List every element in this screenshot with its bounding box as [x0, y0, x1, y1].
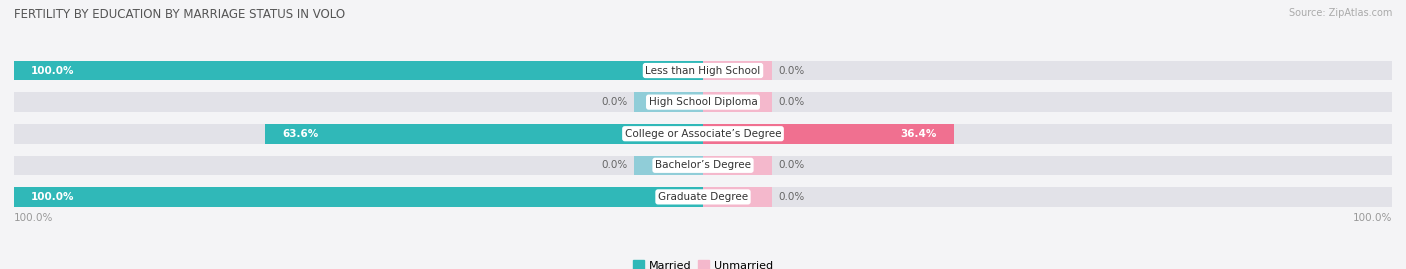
- Bar: [14, 124, 1392, 143]
- Bar: [14, 187, 703, 207]
- Bar: [14, 187, 1392, 207]
- Text: Bachelor’s Degree: Bachelor’s Degree: [655, 160, 751, 170]
- Text: FERTILITY BY EDUCATION BY MARRIAGE STATUS IN VOLO: FERTILITY BY EDUCATION BY MARRIAGE STATU…: [14, 8, 346, 21]
- Bar: [634, 155, 703, 175]
- Bar: [14, 61, 703, 80]
- Text: College or Associate’s Degree: College or Associate’s Degree: [624, 129, 782, 139]
- Text: Graduate Degree: Graduate Degree: [658, 192, 748, 202]
- Bar: [703, 187, 772, 207]
- Text: Less than High School: Less than High School: [645, 66, 761, 76]
- Text: 0.0%: 0.0%: [779, 192, 806, 202]
- Text: High School Diploma: High School Diploma: [648, 97, 758, 107]
- Text: Source: ZipAtlas.com: Source: ZipAtlas.com: [1288, 8, 1392, 18]
- Bar: [264, 124, 703, 143]
- Bar: [703, 155, 772, 175]
- Text: 100.0%: 100.0%: [1353, 213, 1392, 223]
- Text: 100.0%: 100.0%: [31, 66, 75, 76]
- Text: 36.4%: 36.4%: [900, 129, 936, 139]
- Text: 0.0%: 0.0%: [779, 66, 806, 76]
- Bar: [703, 124, 953, 143]
- Bar: [14, 92, 1392, 112]
- Text: 0.0%: 0.0%: [779, 160, 806, 170]
- Bar: [703, 92, 772, 112]
- Bar: [634, 92, 703, 112]
- Text: 0.0%: 0.0%: [779, 97, 806, 107]
- Bar: [14, 155, 1392, 175]
- Text: 100.0%: 100.0%: [14, 213, 53, 223]
- Bar: [703, 61, 772, 80]
- Legend: Married, Unmarried: Married, Unmarried: [628, 256, 778, 269]
- Bar: [14, 61, 1392, 80]
- Text: 0.0%: 0.0%: [600, 97, 627, 107]
- Text: 63.6%: 63.6%: [283, 129, 318, 139]
- Text: 100.0%: 100.0%: [31, 192, 75, 202]
- Text: 0.0%: 0.0%: [600, 160, 627, 170]
